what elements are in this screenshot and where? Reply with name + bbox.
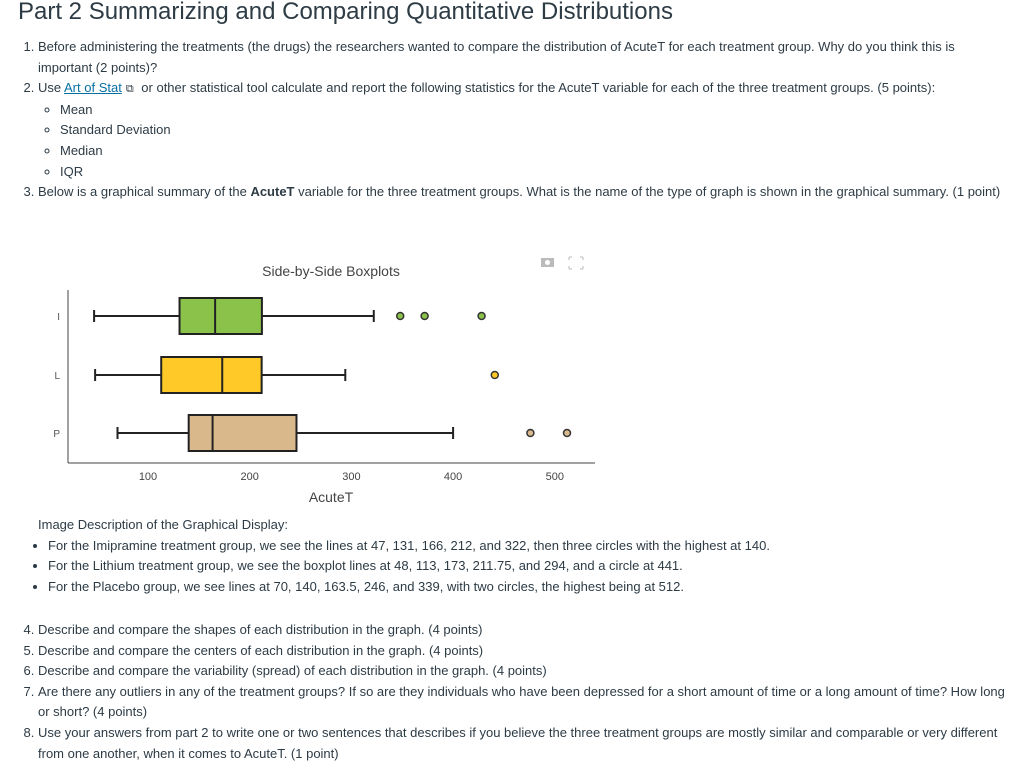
- box-P: [187, 414, 298, 452]
- question-8: Use your answers from part 2 to write on…: [38, 723, 1012, 764]
- y-tick-label: L: [54, 371, 60, 382]
- question-2: Use Art of Stat⧉ or other statistical to…: [38, 78, 1012, 182]
- stat-item: Mean: [60, 100, 1012, 121]
- x-tick-label: 400: [444, 471, 462, 483]
- outlier-point: [420, 311, 429, 321]
- image-description-heading: Image Description of the Graphical Displ…: [38, 517, 289, 532]
- x-tick-label: 100: [139, 471, 157, 483]
- description-item: For the Placebo group, we see lines at 7…: [48, 577, 770, 598]
- x-tick-label: 200: [241, 471, 259, 483]
- x-tick-label: 300: [342, 471, 360, 483]
- art-of-stat-link[interactable]: Art of Stat: [64, 80, 122, 96]
- chart-title: Side-by-Side Boxplots: [262, 263, 400, 279]
- box-L: [160, 356, 263, 394]
- question-5: Describe and compare the centers of each…: [38, 641, 1012, 662]
- question-6: Describe and compare the variability (sp…: [38, 661, 1012, 682]
- box-I: [178, 297, 263, 335]
- stat-item: Standard Deviation: [60, 120, 1012, 141]
- stat-item: Median: [60, 141, 1012, 162]
- question-1: Before administering the treatments (the…: [38, 37, 1012, 78]
- outlier-point: [562, 428, 572, 438]
- x-tick-label: 500: [546, 471, 564, 483]
- outlier-point: [395, 311, 405, 321]
- description-item: For the Lithium treatment group, we see …: [48, 556, 770, 577]
- outlier-point: [526, 428, 535, 438]
- y-tick-label: I: [57, 312, 60, 323]
- y-tick-label: P: [53, 429, 60, 440]
- x-axis-label: AcuteT: [309, 489, 354, 505]
- question-3: Below is a graphical summary of the Acut…: [38, 182, 1012, 203]
- outlier-point: [477, 311, 486, 321]
- camera-icon[interactable]: [541, 258, 554, 267]
- external-link-icon: ⧉: [125, 83, 134, 96]
- boxplot-chart: Side-by-Side Boxplots 100 200 300 400 500 I L P…: [53, 256, 595, 505]
- stat-item: IQR: [60, 162, 1012, 183]
- question-7: Are there any outliers in any of the tre…: [38, 682, 1012, 723]
- autoscale-icon[interactable]: [568, 256, 584, 270]
- description-item: For the Imipramine treatment group, we s…: [48, 536, 770, 557]
- question-4: Describe and compare the shapes of each …: [38, 620, 1012, 641]
- page-title: Part 2 Summarizing and Comparing Quantit…: [18, 0, 673, 25]
- outlier-point: [490, 370, 500, 380]
